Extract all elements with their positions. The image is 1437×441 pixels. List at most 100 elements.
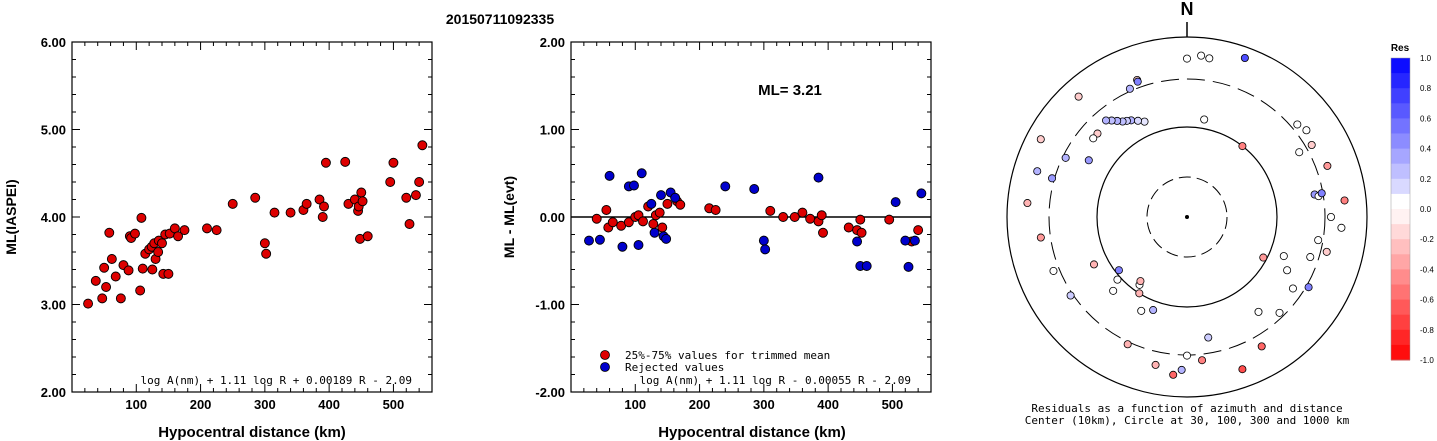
chart1-point-s0 xyxy=(104,227,115,238)
polar-caption-line1: Residuals as a function of azimuth and d… xyxy=(1031,402,1342,415)
chart1-point-s0 xyxy=(261,248,272,259)
polar-station-point xyxy=(1238,142,1247,151)
chart2-point-s1 xyxy=(916,188,927,199)
chart2-x-tick-label: 200 xyxy=(689,397,711,412)
chart2-point-s0 xyxy=(675,199,686,210)
polar-station-point xyxy=(1123,340,1132,349)
colorbar-cell xyxy=(1391,344,1410,361)
chart2-point-s0 xyxy=(913,225,924,236)
chart1-point-s0 xyxy=(385,177,396,187)
legend-rejected-label: Rejected values xyxy=(625,361,724,374)
chart1-point-s0 xyxy=(404,219,415,229)
chart1-point-s0 xyxy=(110,271,121,282)
colorbar-cell xyxy=(1391,284,1410,301)
chart2-y-tick-label: 2.00 xyxy=(540,35,565,50)
chart1-point-s0 xyxy=(136,212,147,223)
chart1-point-s0 xyxy=(106,254,117,264)
polar-station-point xyxy=(1205,54,1214,63)
chart1-x-tick-label: 300 xyxy=(254,397,276,412)
chart1-x-tick-label: 500 xyxy=(383,397,405,412)
polar-station-point xyxy=(1084,156,1093,165)
colorbar-cell xyxy=(1391,193,1410,210)
chart2-point-s0 xyxy=(710,205,721,215)
colorbar-cell xyxy=(1391,88,1410,104)
chart2-point-s1 xyxy=(670,192,681,203)
polar-station-point xyxy=(1283,266,1292,275)
polar-station-point xyxy=(1197,51,1206,60)
chart2-point-s0 xyxy=(818,227,828,238)
chart1-point-s0 xyxy=(173,231,184,242)
chart2-point-s1 xyxy=(890,197,901,208)
chart2-point-s1 xyxy=(656,190,666,201)
colorbar-cells xyxy=(1390,57,1411,361)
chart1-y-tick-label: 6.00 xyxy=(41,35,66,50)
polar-station-point xyxy=(1036,135,1045,144)
chart2-y-tick-label: 1.00 xyxy=(540,123,565,138)
chart2-point-s1 xyxy=(629,180,639,191)
chart2-point-s1 xyxy=(636,168,647,179)
chart1-points xyxy=(83,140,428,309)
polar-station-point xyxy=(1317,189,1326,198)
polar-station-point xyxy=(1257,342,1266,351)
polar-station-point xyxy=(1183,54,1192,63)
chart2-point-s0 xyxy=(638,216,648,227)
chart1-point-s0 xyxy=(115,293,126,304)
polar-station-point xyxy=(1314,236,1323,245)
chart2-y-tick-label: -1.00 xyxy=(535,298,565,313)
polar-station-point xyxy=(1327,212,1336,221)
polar-station-point xyxy=(1109,286,1118,295)
polar-station-point xyxy=(1135,289,1144,298)
chart2-point-s0 xyxy=(623,217,634,228)
colorbar-cell xyxy=(1391,299,1410,316)
chart1-point-s0 xyxy=(401,192,412,203)
colorbar-cell xyxy=(1391,133,1410,150)
polar-station-point xyxy=(1036,233,1045,242)
chart1-point-s0 xyxy=(357,196,368,207)
chart2-point-s1 xyxy=(584,235,594,246)
polar-station-point xyxy=(1177,365,1186,374)
chart1-y-tick-label: 5.00 xyxy=(41,123,66,138)
chart1-point-s0 xyxy=(130,228,140,239)
chart2-point-s0 xyxy=(797,207,808,218)
chart2-point-s0 xyxy=(856,227,867,238)
ring-100km xyxy=(1096,126,1278,308)
chart2-point-s1 xyxy=(749,184,760,194)
chart2-point-s1 xyxy=(720,181,731,192)
polar-station-point xyxy=(1288,284,1297,293)
polar-station-point xyxy=(1293,120,1302,129)
chart2-point-s1 xyxy=(852,236,863,247)
chart1-point-s0 xyxy=(340,156,351,167)
colorbar-tick-label: 0.6 xyxy=(1420,114,1432,123)
chart1-point-s0 xyxy=(417,140,428,151)
polar-station-point xyxy=(1340,196,1349,205)
chart2-point-s0 xyxy=(591,213,602,224)
colorbar-tick-label: -0.2 xyxy=(1420,235,1434,244)
chart2-point-s0 xyxy=(843,222,854,233)
polar-station-point xyxy=(1114,266,1123,275)
chart1-point-s0 xyxy=(202,223,212,234)
colorbar-tick-label: 0.2 xyxy=(1420,175,1432,184)
polar-station-point xyxy=(1133,77,1142,86)
polar-station-point xyxy=(1306,253,1315,262)
chart1-point-s0 xyxy=(179,225,190,236)
chart2-point-s0 xyxy=(855,214,866,225)
polar-station-point xyxy=(1151,360,1160,369)
chart2-y-tick-label: 0.00 xyxy=(540,210,565,225)
chart2-ml-annotation: ML= 3.21 xyxy=(758,82,822,99)
polar-station-point xyxy=(1048,174,1057,183)
chart1-point-s0 xyxy=(123,265,134,276)
polar-station-point xyxy=(1066,291,1075,300)
chart1-x-tick-label: 100 xyxy=(125,397,147,412)
chart1-point-s0 xyxy=(135,285,146,296)
colorbar-cell xyxy=(1391,314,1410,331)
polar-station-point xyxy=(1137,306,1146,315)
polar-station-point xyxy=(1113,275,1122,284)
chart2-point-s0 xyxy=(601,205,612,215)
chart1-point-s0 xyxy=(99,262,110,273)
polar-station-point xyxy=(1074,92,1083,101)
colorbar-tick-label: -1.0 xyxy=(1420,356,1434,365)
polar-station-point xyxy=(1140,117,1149,126)
colorbar-cell xyxy=(1391,178,1410,195)
polar-station-point xyxy=(1295,148,1304,157)
chart2-point-s1 xyxy=(760,244,771,255)
